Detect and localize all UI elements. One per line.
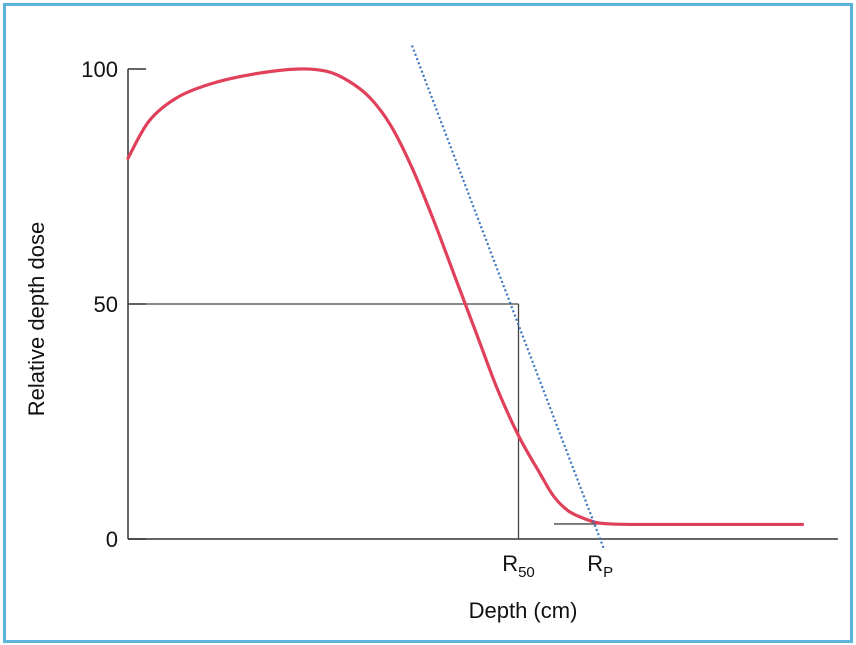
figure-frame xyxy=(3,3,853,643)
y-axis-label: Relative depth dose xyxy=(24,222,49,416)
y-tick-label: 100 xyxy=(81,57,118,82)
x-axis-label: Depth (cm) xyxy=(469,598,578,623)
y-ticks: 0 50 100 xyxy=(81,57,146,552)
depth-markers: R50 RP xyxy=(502,551,613,581)
reference-lines xyxy=(128,303,803,539)
r50-label-subscript: 50 xyxy=(518,564,535,581)
r50-label-main: R xyxy=(502,551,518,576)
y-tick-label: 50 xyxy=(94,292,118,317)
dose-curve xyxy=(126,67,805,527)
tangent-line xyxy=(410,45,605,549)
y-tick-label: 0 xyxy=(106,527,118,552)
r50-label: R50 xyxy=(502,551,535,581)
rp-label-main: R xyxy=(587,551,603,576)
rp-label: RP xyxy=(587,551,613,581)
rp-label-subscript: P xyxy=(603,564,613,581)
series-group xyxy=(126,45,805,549)
